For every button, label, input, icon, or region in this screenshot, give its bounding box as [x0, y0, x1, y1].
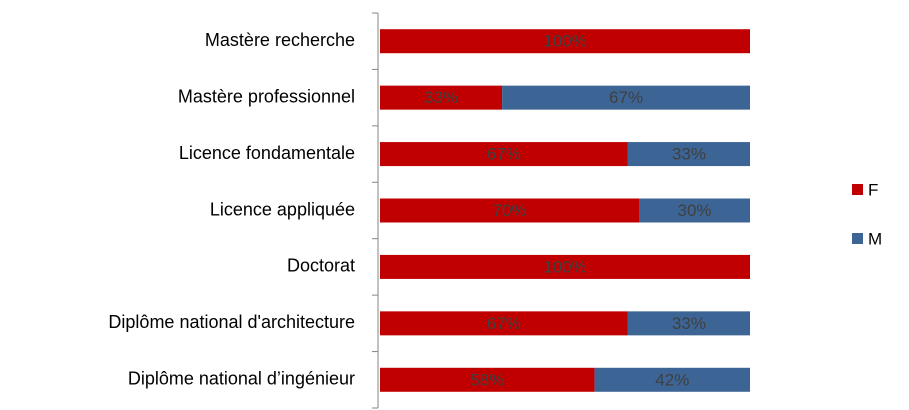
data-label: 33%: [672, 145, 706, 164]
data-label: 33%: [424, 88, 458, 107]
bar-segment: [627, 142, 750, 167]
category-label: Doctorat: [287, 256, 355, 276]
bar-segment: [502, 85, 750, 110]
bar-segment: [380, 254, 750, 279]
bar-segment: [380, 142, 628, 167]
legend-swatch: [852, 184, 863, 195]
data-label: 100%: [543, 32, 586, 51]
bar-segment: [594, 367, 750, 392]
legend-swatch: [852, 233, 863, 244]
legend-label: F: [868, 180, 878, 199]
bar-segment: [380, 85, 503, 110]
bar-segment: [380, 198, 639, 223]
category-label: Diplôme national d'architecture: [108, 312, 355, 332]
data-label: 58%: [470, 370, 504, 389]
data-label: 67%: [487, 145, 521, 164]
bar-segment: [627, 311, 750, 336]
data-label: 33%: [672, 314, 706, 333]
category-label: Diplôme national d’ingénieur: [128, 369, 355, 389]
bar-segment: [380, 311, 628, 336]
category-label: Licence fondamentale: [179, 143, 355, 163]
category-label: Mastère professionnel: [178, 86, 355, 106]
data-label: 30%: [677, 201, 711, 220]
bar-segment: [380, 367, 595, 392]
data-label: 100%: [543, 257, 586, 276]
data-label: 67%: [487, 314, 521, 333]
bar-segment: [639, 198, 750, 223]
category-label: Licence appliquée: [210, 199, 355, 219]
data-label: 42%: [655, 370, 689, 389]
bar-segment: [380, 29, 750, 54]
legend-label: M: [868, 229, 882, 248]
category-label: Mastère recherche: [205, 30, 355, 50]
data-label: 67%: [609, 88, 643, 107]
data-label: 70%: [492, 201, 526, 220]
